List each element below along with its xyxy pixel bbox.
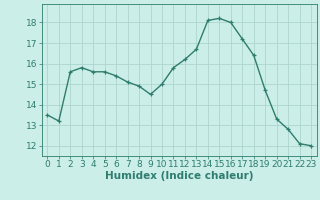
X-axis label: Humidex (Indice chaleur): Humidex (Indice chaleur) <box>105 171 253 181</box>
